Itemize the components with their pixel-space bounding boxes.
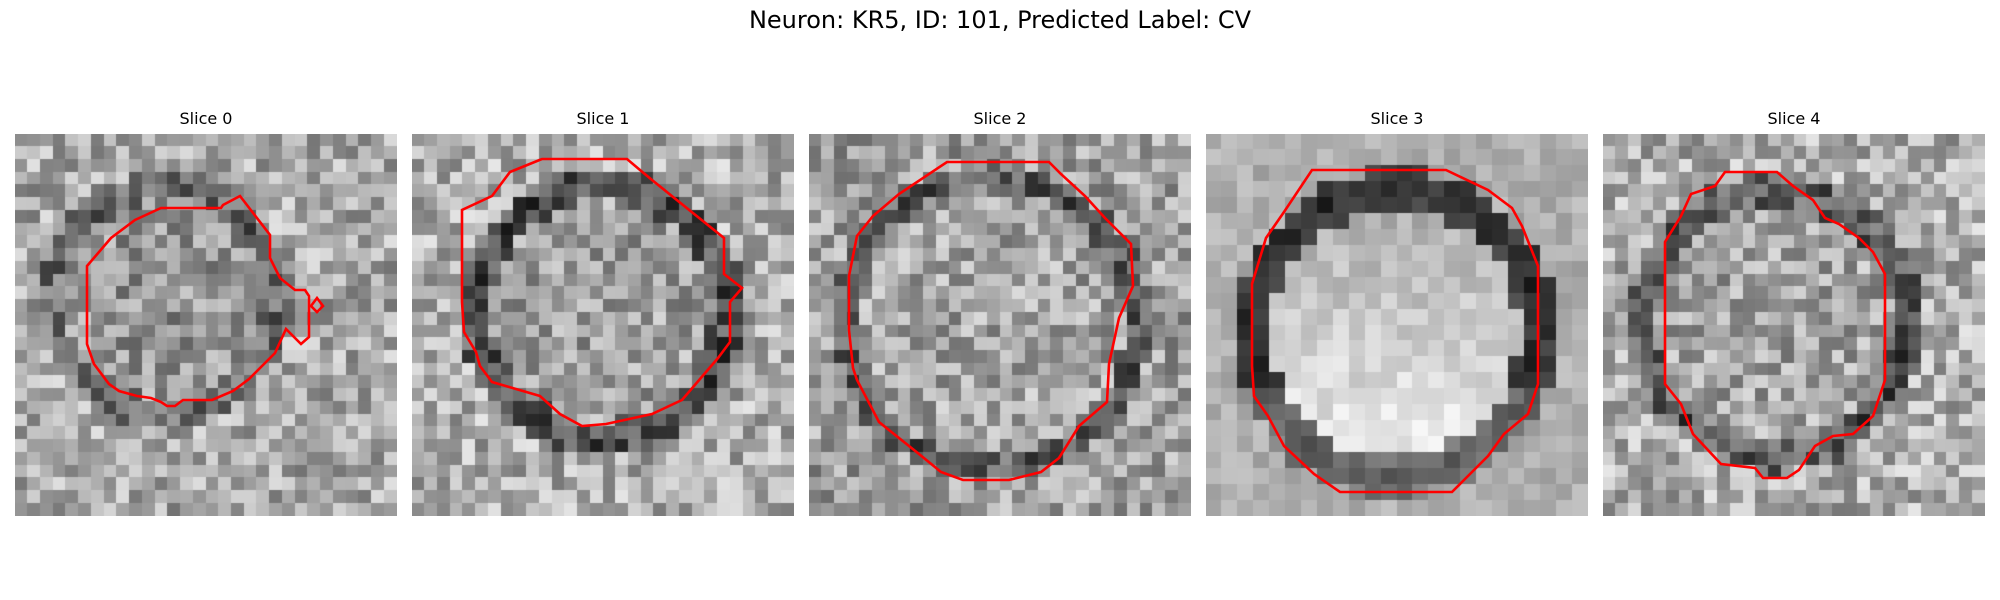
- slice-title: Slice 0: [179, 109, 233, 128]
- slice-panel: Slice 1: [412, 108, 794, 516]
- slice-panel: Slice 3: [1206, 108, 1588, 516]
- slice-image: [1206, 134, 1588, 516]
- slice-panel: Slice 0: [15, 108, 397, 516]
- segmentation-contour: [1663, 170, 1887, 480]
- slice-image: [15, 134, 397, 516]
- segmentation-contour: [85, 194, 325, 408]
- slice-title: Slice 1: [576, 109, 630, 128]
- slice-title: Slice 2: [973, 109, 1027, 128]
- slice-image: [1603, 134, 1985, 516]
- slice-title: Slice 3: [1370, 109, 1424, 128]
- segmentation-contour: [1250, 168, 1540, 494]
- segmentation-contour: [460, 157, 744, 428]
- slice-panel: Slice 4: [1603, 108, 1985, 516]
- segmentation-contour: [847, 160, 1135, 482]
- slice-title: Slice 4: [1767, 109, 1821, 128]
- slice-image: [809, 134, 1191, 516]
- figure-title: Neuron: KR5, ID: 101, Predicted Label: C…: [748, 6, 1252, 34]
- slice-panel: Slice 2: [809, 108, 1191, 516]
